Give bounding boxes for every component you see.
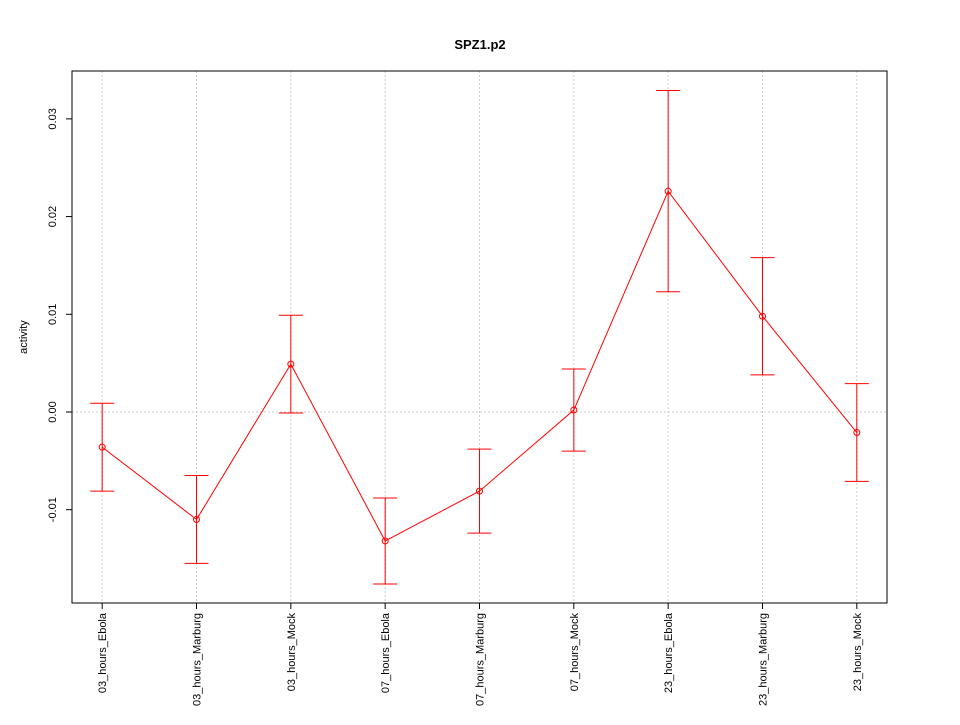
data-point xyxy=(98,443,106,451)
x-tick-label: 23_hours_Ebola xyxy=(663,612,675,693)
data-point xyxy=(758,312,766,320)
data-point xyxy=(664,187,672,195)
data-point xyxy=(853,429,861,437)
data-point xyxy=(570,406,578,414)
x-tick-label: 07_hours_Ebola xyxy=(380,612,392,693)
y-tick-label: 0.01 xyxy=(47,304,59,325)
error-bar xyxy=(373,497,398,585)
data-point xyxy=(476,487,483,495)
error-bar xyxy=(844,383,869,482)
data-point xyxy=(193,515,201,523)
chart-title: SPZ1.p2 xyxy=(454,37,505,52)
x-tick-label: 07_hours_Marburg xyxy=(475,613,487,706)
error-bar xyxy=(184,474,209,564)
y-tick-label: 0.00 xyxy=(47,401,59,422)
error-bar xyxy=(278,314,303,414)
x-tick-label: 03_hours_Mock xyxy=(286,613,298,692)
error-bar xyxy=(750,257,775,376)
y-axis-label: activity xyxy=(18,320,30,354)
y-tick-label: -0.01 xyxy=(47,497,59,522)
y-tick-label: 0.03 xyxy=(47,108,59,129)
error-bar xyxy=(467,448,492,534)
x-tick-label: 07_hours_Mock xyxy=(569,613,581,692)
error-bar xyxy=(561,368,586,452)
data-point xyxy=(287,360,295,368)
y-tick-label: 0.02 xyxy=(47,206,59,227)
error-bar xyxy=(90,402,115,492)
data-point xyxy=(381,537,389,545)
error-bar xyxy=(656,90,681,293)
x-tick-label: 23_hours_Marburg xyxy=(757,613,769,706)
x-tick-label: 23_hours_Mock xyxy=(852,613,864,692)
x-tick-label: 03_hours_Marburg xyxy=(192,613,204,706)
x-tick-label: 03_hours_Ebola xyxy=(97,612,109,693)
